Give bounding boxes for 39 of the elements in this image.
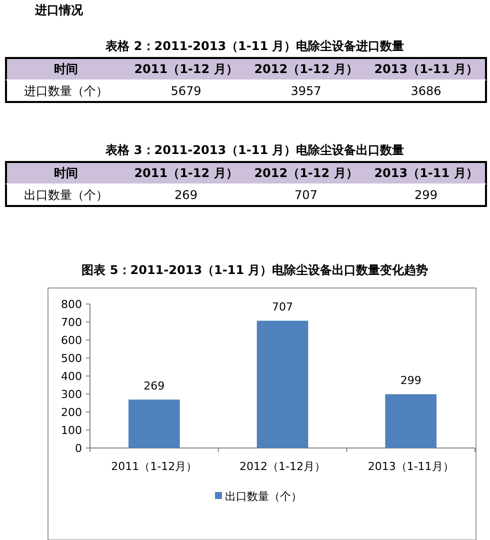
text: 出口数量（个）: [24, 188, 108, 202]
text: 269: [144, 380, 165, 393]
y-tick-label: 600: [61, 334, 82, 347]
text: 707: [272, 300, 293, 314]
data-label: 299: [414, 188, 438, 202]
y-tick-label: 300: [61, 388, 82, 401]
data-label: 707: [294, 188, 318, 202]
text: 表格 2：2011-2013（1-11 月）电除尘设备进口数量: [104, 39, 404, 53]
x-tick-label: 2011（1-12月）: [111, 460, 198, 473]
text: 时间: [54, 166, 78, 180]
chart-title: 图表 5：2011-2013（1-11 月）电除尘设备出口数量变化趋势: [82, 263, 428, 277]
data-label: 269: [174, 188, 198, 202]
category-label: 2012（1-12 月）: [254, 62, 358, 76]
data-label: 3686: [410, 84, 442, 98]
x-tick-label: 2012（1-12月）: [240, 460, 326, 473]
y-tick-label: 100: [61, 424, 82, 437]
y-tick-label: 700: [61, 316, 82, 329]
text: 299: [400, 374, 422, 388]
y-tick-label: 400: [61, 370, 82, 383]
legend-label: 出口数量（个）: [225, 490, 302, 503]
bar: [256, 320, 308, 448]
x-tick-label: 2013（1-11月）: [368, 460, 454, 473]
category-label: 2011（1-12 月）: [134, 62, 238, 76]
y-tick-label: 0: [75, 442, 82, 455]
y-tick-label: 500: [61, 352, 82, 365]
category-label: 2012（1-12 月）: [254, 166, 358, 180]
text: 进口数量（个）: [24, 84, 108, 98]
data-label: 5679: [170, 84, 202, 98]
text: 进口情况: [34, 3, 84, 17]
text: 表格 3：2011-2013（1-11 月）电除尘设备出口数量: [104, 143, 404, 157]
category-label: 2013（1-11 月）: [374, 166, 478, 180]
y-tick-label: 200: [61, 406, 82, 419]
data-label: 3957: [290, 84, 322, 98]
bar: [385, 394, 436, 448]
y-tick-label: 800: [61, 298, 82, 311]
bar: [128, 400, 180, 448]
category-label: 2013（1-11 月）: [374, 62, 478, 76]
category-label: 2011（1-12 月）: [134, 166, 238, 180]
text: 时间: [54, 62, 78, 76]
